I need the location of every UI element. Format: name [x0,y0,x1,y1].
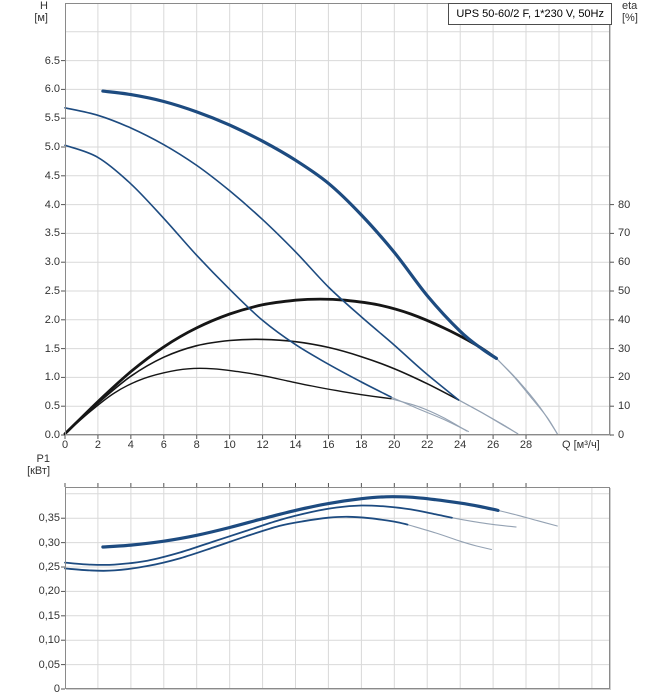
x-axis-title-flow: Q [м³/ч] [562,439,600,451]
right-axis-title-eta: eta [%] [622,0,656,24]
power-axis-unit: [кВт] [27,465,50,477]
tick-label: 8 [193,439,200,451]
tick-label: 14 [289,439,302,451]
tick-label: 40 [618,313,631,326]
left-axis-title-head: H [м] [14,0,48,24]
tick-label: 18 [355,439,368,451]
tick-label: 20 [618,371,631,384]
tick-label: 70 [618,227,631,240]
tick-label: 3.5 [44,227,60,240]
power-axis-symbol: P1 [36,453,50,465]
tick-label: 4 [127,439,134,451]
tick-label: 4.0 [44,198,60,211]
tick-label: 0 [618,429,625,441]
tick-label: 1.5 [44,342,60,355]
head-curve-speed-2 [64,107,460,401]
efficiency-curve-speed-2 [64,338,460,435]
tick-label: 0,15 [38,609,60,622]
tick-label: 24 [454,439,467,451]
power-chart-svg [61,483,610,690]
tick-label: 0,30 [38,536,60,549]
tick-label: 10 [618,400,631,413]
efficiency-curve-speed-1 [64,367,392,435]
tick-label: 16 [322,439,335,451]
tick-label: 0,05 [38,658,60,671]
tick-label: 0,10 [38,634,60,647]
tick-label: 22 [421,439,434,451]
efficiency-curve-speed-3 [63,297,498,436]
tick-label: 0,20 [38,585,60,598]
tick-label: 0.0 [44,429,60,441]
tick-label: 2.5 [44,285,60,297]
tick-label: 26 [486,439,500,451]
head-curve-speed-3 [101,89,498,360]
tick-label: 0,25 [38,561,60,574]
tick-label: 6.0 [44,83,60,96]
tick-label: 30 [618,342,631,355]
tick-label: 28 [519,439,533,451]
head-axis-unit: [м] [34,12,48,24]
tick-label: 80 [618,198,631,211]
tick-label: 12 [256,439,269,451]
eta-axis-unit: [%] [622,12,638,24]
tick-label: 50 [618,285,631,297]
tick-label: 6.5 [44,54,60,67]
tick-label: 0 [61,439,69,451]
tick-label: 5.0 [44,141,60,153]
tick-label: 10 [223,439,236,451]
power-curve-speed-1 [64,515,409,572]
pump-model-title-box: UPS 50-60/2 F, 1*230 V, 50Hz [448,3,612,25]
tick-label: 0 [53,683,60,695]
tick-label: 3.0 [44,256,60,269]
power-curve-speed-3 [101,495,500,549]
head-efficiency-chart-svg [61,3,614,439]
tick-label: 4.5 [44,169,60,182]
power-chart [61,483,610,690]
tick-label: 1.0 [44,371,60,384]
power-curve-speed-2 [64,504,453,566]
tick-label: 2 [94,439,101,451]
eta-axis-symbol: eta [622,0,638,12]
left-axis-title-power: P1 [кВт] [12,453,50,477]
tick-label: 6 [160,439,167,451]
tick-label: 60 [618,256,631,269]
tick-label: 20 [388,439,401,451]
head-efficiency-chart [61,3,614,439]
tick-label: 5.5 [44,112,60,125]
tick-label: 2.0 [44,313,60,326]
tick-label: 0,35 [38,512,60,525]
head-curve-speed-1 [64,144,392,398]
head-axis-symbol: H [40,0,48,12]
tick-label: 0.5 [44,400,60,413]
